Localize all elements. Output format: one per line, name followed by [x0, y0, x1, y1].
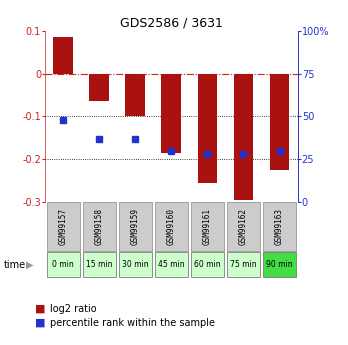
Text: GSM99161: GSM99161	[203, 208, 212, 245]
Text: time: time	[3, 260, 26, 270]
Text: 60 min: 60 min	[194, 260, 221, 269]
Title: GDS2586 / 3631: GDS2586 / 3631	[120, 17, 223, 30]
Text: 0 min: 0 min	[53, 260, 74, 269]
Bar	[155, 202, 188, 252]
Bar	[227, 202, 260, 252]
Text: ■: ■	[35, 318, 45, 327]
Text: GSM99160: GSM99160	[167, 208, 176, 245]
Text: percentile rank within the sample: percentile rank within the sample	[50, 318, 215, 327]
Bar	[161, 74, 181, 153]
Bar	[47, 252, 80, 277]
Text: GSM99157: GSM99157	[59, 208, 68, 245]
Bar	[263, 252, 296, 277]
Text: ■: ■	[35, 304, 45, 314]
Bar	[125, 74, 145, 116]
Text: GSM99158: GSM99158	[95, 208, 104, 245]
Bar	[155, 252, 188, 277]
Text: 15 min: 15 min	[86, 260, 112, 269]
Bar	[83, 202, 116, 252]
Bar	[83, 252, 116, 277]
Bar	[191, 252, 224, 277]
Bar	[119, 252, 152, 277]
Text: GSM99163: GSM99163	[275, 208, 284, 245]
Bar	[89, 74, 109, 101]
Bar	[234, 74, 253, 200]
Bar	[47, 202, 80, 252]
Bar	[270, 74, 290, 170]
Text: 45 min: 45 min	[158, 260, 185, 269]
Text: 30 min: 30 min	[122, 260, 149, 269]
Text: GSM99162: GSM99162	[239, 208, 248, 245]
Bar	[53, 38, 73, 74]
Text: 75 min: 75 min	[230, 260, 257, 269]
Text: 90 min: 90 min	[266, 260, 293, 269]
Text: GSM99159: GSM99159	[131, 208, 140, 245]
Bar	[119, 202, 152, 252]
Bar	[227, 252, 260, 277]
Text: log2 ratio: log2 ratio	[50, 304, 96, 314]
Bar	[191, 202, 224, 252]
Bar	[198, 74, 218, 183]
Bar	[263, 202, 296, 252]
Text: ▶: ▶	[26, 260, 34, 270]
